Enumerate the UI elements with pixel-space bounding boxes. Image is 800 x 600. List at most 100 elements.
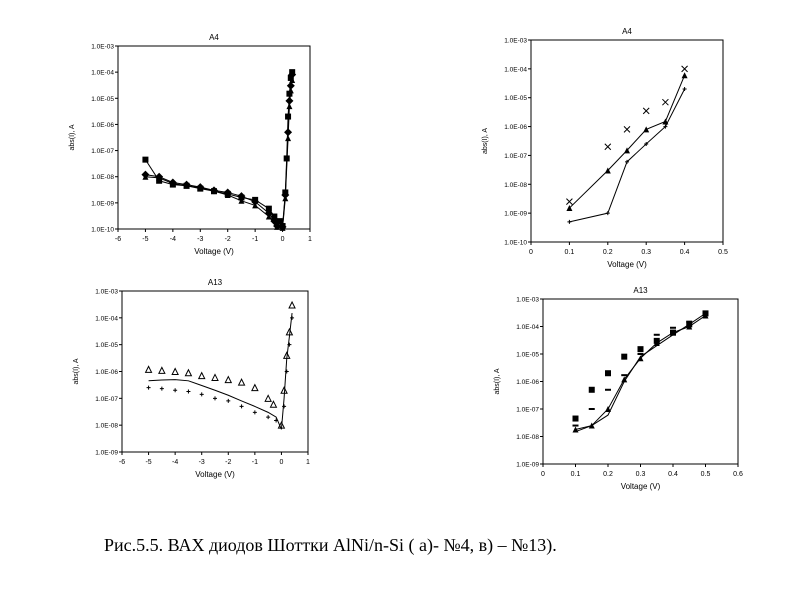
data-point	[605, 406, 611, 412]
data-point	[637, 346, 644, 353]
series-line	[145, 74, 293, 228]
data-point	[144, 365, 153, 373]
x-tick-label: 0	[541, 471, 545, 478]
y-tick-label: 1.0E-03	[504, 38, 527, 45]
y-tick-label: 1.0E-04	[504, 66, 527, 73]
series-3	[567, 87, 687, 224]
y-tick-label: 1.0E-10	[504, 240, 527, 247]
data-point	[237, 192, 246, 201]
data-point	[184, 368, 193, 377]
data-point	[566, 205, 573, 212]
x-tick-label: 0.4	[668, 471, 678, 478]
data-point	[643, 126, 650, 133]
data-point	[287, 342, 292, 347]
chart-svg: A13 1.0E-09 1.0E-08 1.0E-07 1.0E-06 1.0E-05 1.…	[494, 286, 743, 491]
x-tick-label: -6	[115, 236, 121, 243]
x-tick-label: -5	[142, 236, 148, 243]
x-axis-label: Voltage (V)	[194, 247, 234, 256]
data-point	[252, 202, 259, 209]
data-point	[156, 174, 163, 181]
x-tick-label: 0	[279, 459, 283, 466]
data-point	[183, 182, 190, 189]
data-point	[266, 415, 271, 420]
data-point	[197, 184, 204, 191]
x-tick-label: 0.1	[571, 471, 581, 478]
y-tick-label: 1.0E-07	[516, 407, 539, 414]
series-2	[141, 70, 297, 231]
y-axis-label: abs(I), A	[73, 358, 80, 384]
series-line	[575, 312, 706, 433]
x-tick-label: -1	[252, 459, 258, 466]
series-3	[572, 312, 709, 433]
x-tick-label: -1	[252, 236, 258, 243]
data-point	[625, 159, 629, 164]
chart-a13-reverse-forward: A13 1.0E-09 1.0E-08 1.0E-07 1.0E-06 1.0E-05 1.…	[60, 278, 330, 493]
y-tick-label: 1.0E-09	[91, 200, 114, 207]
data-point	[265, 205, 272, 212]
series-1	[566, 65, 688, 206]
data-point	[285, 113, 292, 120]
data-point	[237, 378, 246, 386]
y-tick-label: 1.0E-04	[95, 315, 118, 322]
series-2	[148, 313, 293, 430]
data-point	[199, 392, 204, 397]
data-point	[264, 394, 272, 402]
y-tick-label: 1.0E-09	[504, 211, 527, 218]
chart-a13-forward: A13 1.0E-09 1.0E-08 1.0E-07 1.0E-06 1.0E-05 1.…	[490, 282, 760, 502]
plot-frame	[530, 39, 724, 243]
data-point	[572, 415, 579, 422]
data-point	[286, 81, 295, 90]
data-point	[588, 386, 595, 393]
y-axis-label: abs(I), A	[494, 368, 501, 394]
chart-svg: A4 1.0E-10 1.0E-09 1.0E-08 1.0E-07 1.0E-06 1.0…	[69, 33, 312, 256]
y-tick-label: 1.0E-06	[91, 122, 114, 129]
y-tick-label: 1.0E-08	[95, 423, 118, 430]
chart-a4-forward: A4 1.0E-10 1.0E-09 1.0E-08 1.0E-07 1.0E-06 1.0…	[470, 20, 740, 275]
data-point	[171, 367, 179, 375]
data-point	[197, 371, 206, 380]
x-tick-label: -3	[199, 459, 205, 466]
data-point	[605, 211, 610, 216]
data-point	[276, 218, 283, 225]
data-point	[289, 77, 296, 84]
data-point	[637, 353, 644, 355]
data-point	[621, 353, 628, 360]
data-point	[238, 197, 245, 204]
series-line	[569, 75, 686, 209]
data-point	[604, 143, 612, 151]
data-point	[670, 326, 676, 329]
x-tick-label: 0	[281, 236, 285, 243]
data-point	[146, 385, 151, 390]
data-point	[605, 388, 611, 391]
x-tick-label: -2	[225, 459, 231, 466]
data-point	[265, 213, 272, 220]
data-point	[286, 90, 293, 97]
data-point	[142, 173, 149, 180]
series-2	[566, 72, 688, 212]
data-point	[211, 188, 217, 195]
data-point	[271, 213, 278, 220]
data-point	[702, 312, 709, 319]
x-tick-label: -3	[197, 236, 203, 243]
x-axis-label: Voltage (V)	[621, 482, 661, 491]
y-tick-label: 1.0E-05	[95, 342, 118, 349]
chart-title: A13	[208, 278, 223, 287]
series-2	[572, 320, 693, 427]
x-tick-label: 1	[308, 236, 312, 243]
chart-title: A4	[209, 33, 219, 42]
data-point	[623, 126, 631, 133]
data-point	[239, 404, 244, 409]
y-tick-label: 1.0E-09	[95, 450, 118, 457]
data-point	[251, 383, 259, 392]
data-point	[158, 366, 166, 374]
data-point	[653, 333, 660, 336]
x-tick-label: 0.6	[733, 471, 743, 478]
data-point	[644, 141, 649, 146]
data-point	[567, 219, 572, 224]
x-tick-label: 1	[306, 459, 310, 466]
series-3	[146, 315, 295, 423]
data-point	[288, 300, 296, 309]
y-tick-label: 1.0E-03	[95, 289, 118, 296]
x-tick-label: -4	[170, 236, 176, 243]
data-point	[224, 375, 233, 384]
